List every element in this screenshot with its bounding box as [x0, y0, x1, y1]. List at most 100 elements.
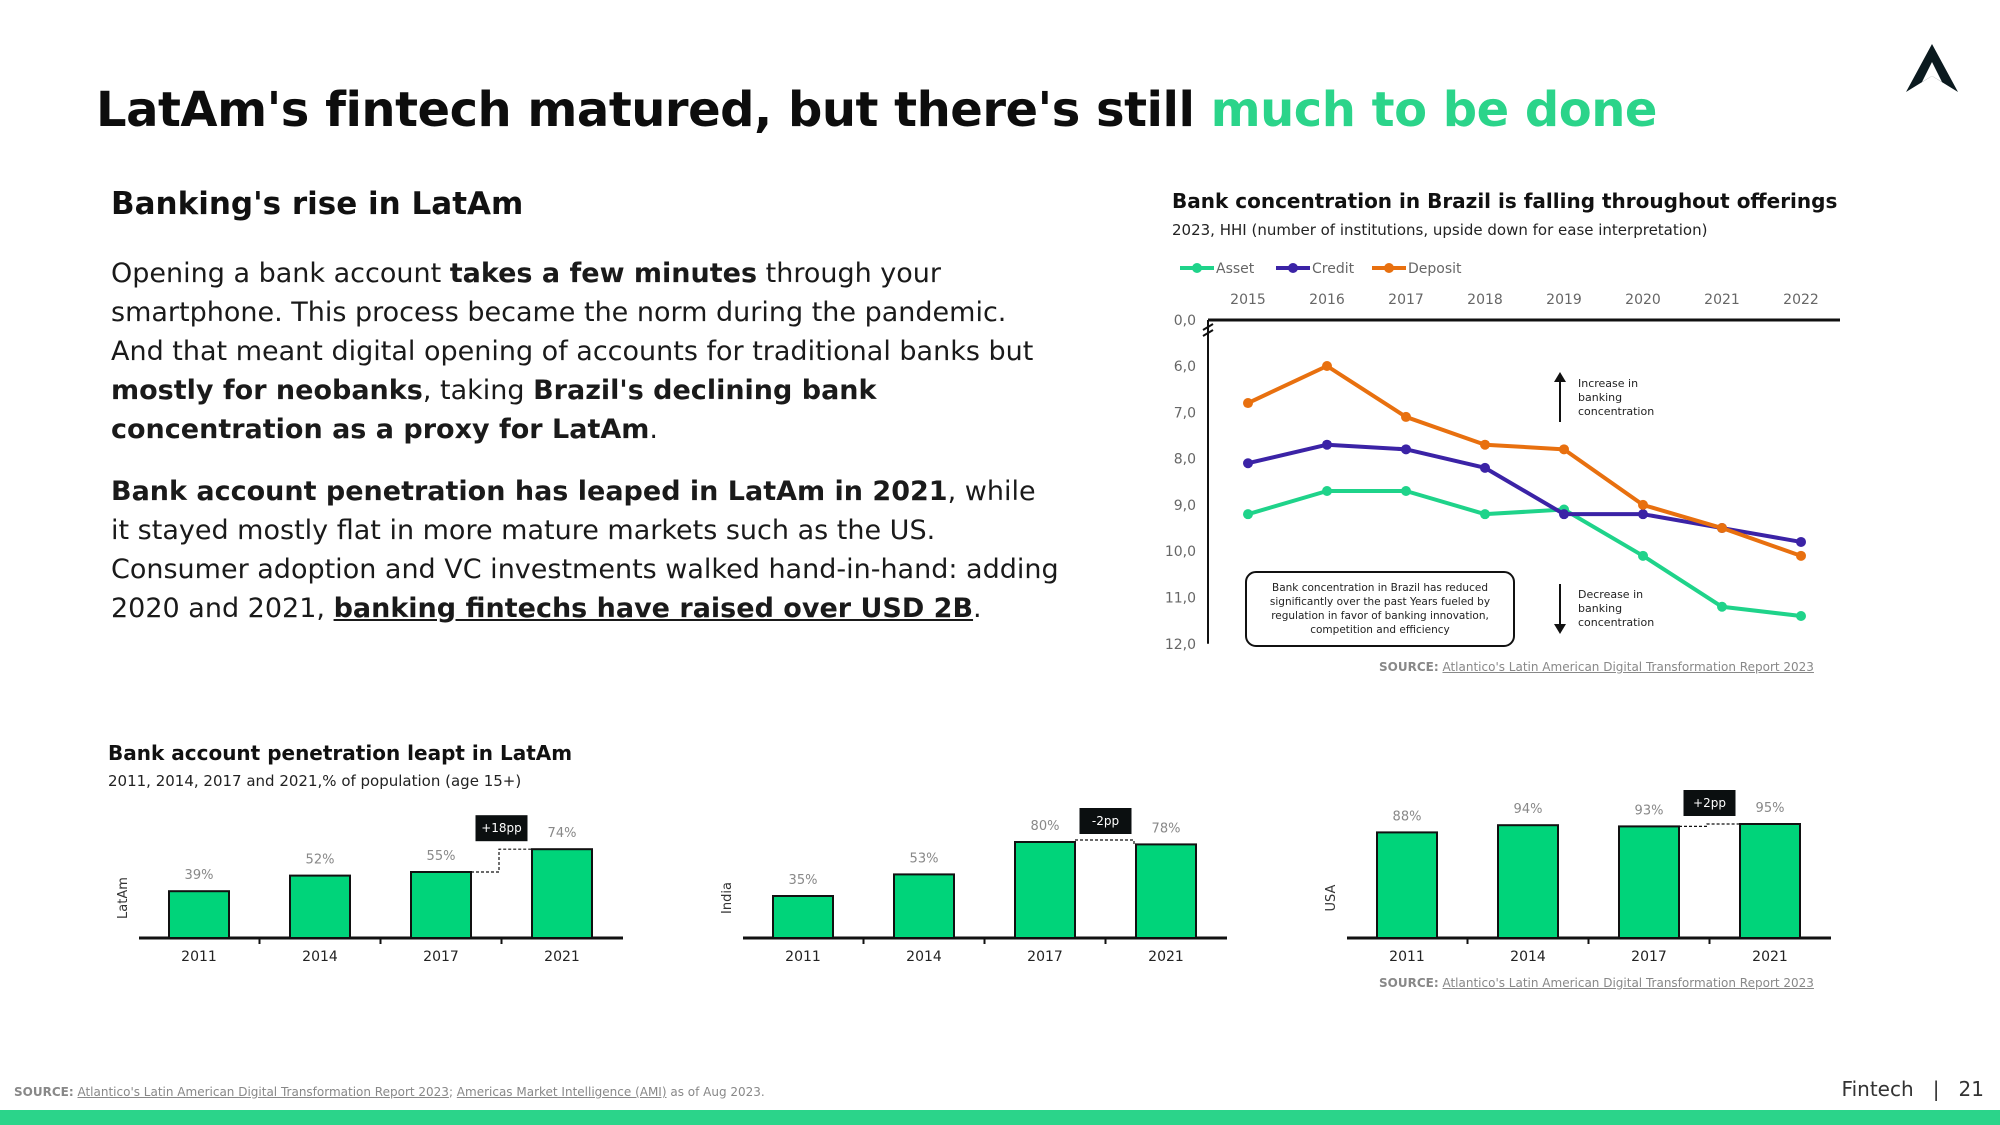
data-point-asset [1322, 486, 1332, 497]
page-title-main: LatAm's fintech matured, but there's sti… [96, 82, 1211, 138]
bar-value-label: 95% [1756, 801, 1785, 816]
line-chart-y-tick: 0,0 [1174, 313, 1196, 329]
line-chart-source-link[interactable]: Atlantico's Latin American Digital Trans… [1442, 660, 1814, 674]
data-point-deposit [1322, 361, 1332, 371]
callout-text: Bank concentration in Brazil has reduced… [1270, 582, 1490, 636]
atlantico-logo-icon [1906, 44, 1958, 92]
bar-value-label: 93% [1635, 803, 1664, 818]
bar-chart-y-label: LatAm [116, 877, 131, 919]
bar [1135, 843, 1197, 940]
delta-connector [1075, 839, 1135, 845]
line-chart-annotations: Increase in banking concentration Decrease … [1245, 372, 1654, 647]
footer-section: Fintech [1841, 1077, 1914, 1101]
decrease-arrow-icon [1554, 624, 1566, 634]
footer-source-link-2[interactable]: Americas Market Intelligence (AMI) [456, 1085, 667, 1099]
legend-label-asset: Asset [1216, 261, 1255, 277]
line-chart-y-tick: 6,0 [1174, 359, 1196, 375]
p1-segment: through your smartphone. This process be… [111, 258, 1034, 367]
increase-annotation: Increase in banking concentration [1578, 377, 1654, 418]
data-point-credit [1638, 509, 1648, 520]
line-chart-x-tick: 2016 [1309, 292, 1345, 308]
line-chart-x-tick: 2020 [1625, 292, 1661, 308]
line-chart-source-label: SOURCE: [1379, 660, 1439, 674]
line-chart-x-tick: 2015 [1230, 292, 1266, 308]
legend-label-credit: Credit [1312, 261, 1355, 277]
bar-category-label: 2021 [544, 949, 580, 965]
footer-source-link-1[interactable]: Atlantico's Latin American Digital Trans… [77, 1085, 449, 1099]
line-chart-x-tick: 2018 [1467, 292, 1503, 308]
bar-value-label: 55% [427, 849, 456, 864]
p1-segment: mostly for neobanks [111, 375, 423, 406]
footer-accent-bar [0, 1110, 2000, 1125]
line-chart-x-tick: 2022 [1783, 292, 1819, 308]
line-chart-x-tick: 2021 [1704, 292, 1740, 308]
footer-source: SOURCE: Atlantico's Latin American Digit… [14, 1085, 765, 1099]
delta-connector [1679, 823, 1740, 827]
bar-chart-latam: LatAm 39% 2011 52% 2014 55% 2017 74% 2021 +18pp [116, 815, 623, 965]
bar-chart-y-label: India [720, 882, 735, 914]
page-title: LatAm's fintech matured, but there's sti… [96, 82, 1657, 138]
bar-category-label: 2011 [181, 949, 217, 965]
p1-segment: . [649, 414, 658, 445]
line-chart-source: SOURCE: Atlantico's Latin American Digit… [1379, 660, 1814, 674]
bar-category-label: 2011 [785, 949, 821, 965]
decrease-annotation: Decrease in banking concentration [1578, 588, 1654, 629]
data-point-deposit [1796, 550, 1806, 561]
p2-segment: banking fintechs have raised over USD 2B [333, 593, 974, 624]
bar-chart-source-label: SOURCE: [1379, 976, 1439, 990]
bar [410, 871, 472, 939]
callout-box [1245, 571, 1515, 647]
line-chart-axis-break-icon [1202, 323, 1214, 337]
data-point-asset [1717, 601, 1727, 612]
bar-chart-y-label: USA [1324, 884, 1339, 911]
data-point-deposit [1559, 444, 1569, 455]
data-point-deposit [1717, 523, 1727, 534]
delta-badge-label: -2pp [1092, 814, 1119, 828]
line-chart-y-tick: 10,0 [1165, 544, 1196, 560]
p1-segment: Brazil's declining bank concentration as… [111, 375, 877, 445]
data-point-credit [1322, 439, 1332, 450]
data-point-deposit [1480, 439, 1490, 450]
footer-separator: | [1932, 1077, 1940, 1101]
series-line-asset [1247, 489, 1802, 619]
bar [168, 890, 230, 940]
bar-chart-title: Bank account penetration leapt in LatAm [108, 741, 573, 765]
data-point-asset [1243, 509, 1253, 520]
bar [772, 895, 834, 939]
line-chart-legend: Asset Credit Deposit [1180, 261, 1462, 277]
data-point-credit [1243, 458, 1253, 469]
p1-segment: Opening a bank account [111, 258, 450, 289]
bar-category-label: 2021 [1148, 949, 1184, 965]
footer-source-tail: as of Aug 2023. [666, 1085, 765, 1099]
data-point-credit [1401, 444, 1411, 455]
bar-value-label: 52% [306, 853, 335, 868]
line-chart-axes: 2015 2016 2017 2018 2019 2020 2021 2022 0,0 6,0 7,… [1165, 292, 1840, 653]
data-point-credit [1796, 536, 1806, 547]
bar [289, 874, 351, 939]
data-point-deposit [1401, 411, 1411, 422]
section-title: Banking's rise in LatAm [111, 186, 524, 222]
delta-badge-label: +18pp [481, 821, 522, 835]
bar [531, 848, 593, 940]
legend-marker-credit [1288, 263, 1298, 273]
bar [1376, 831, 1438, 940]
bar-chart-source-link[interactable]: Atlantico's Latin American Digital Trans… [1442, 976, 1814, 990]
bar-value-label: 35% [789, 873, 818, 888]
bar [1014, 841, 1076, 939]
p2-segment: . [973, 593, 982, 624]
data-point-asset [1796, 611, 1806, 622]
delta-badge [1683, 790, 1736, 816]
paragraph-1: Opening a bank account takes a few minut… [111, 254, 1061, 449]
bar-category-label: 2011 [1389, 949, 1425, 965]
bar-category-label: 2014 [1510, 949, 1546, 965]
bar-category-label: 2014 [302, 949, 338, 965]
line-chart-y-tick: 8,0 [1174, 452, 1196, 468]
increase-arrow-icon [1554, 372, 1566, 382]
data-point-asset [1480, 509, 1490, 520]
line-chart-y-tick: 9,0 [1174, 498, 1196, 514]
bar-charts: LatAm 39% 2011 52% 2014 55% 2017 74% 2021 +18pp I… [116, 790, 1831, 965]
footer-page-info: Fintech | 21 [1842, 1077, 1984, 1101]
page-title-highlight: much to be done [1210, 82, 1658, 138]
bar-value-label: 74% [548, 826, 577, 841]
delta-badge [1079, 808, 1132, 834]
